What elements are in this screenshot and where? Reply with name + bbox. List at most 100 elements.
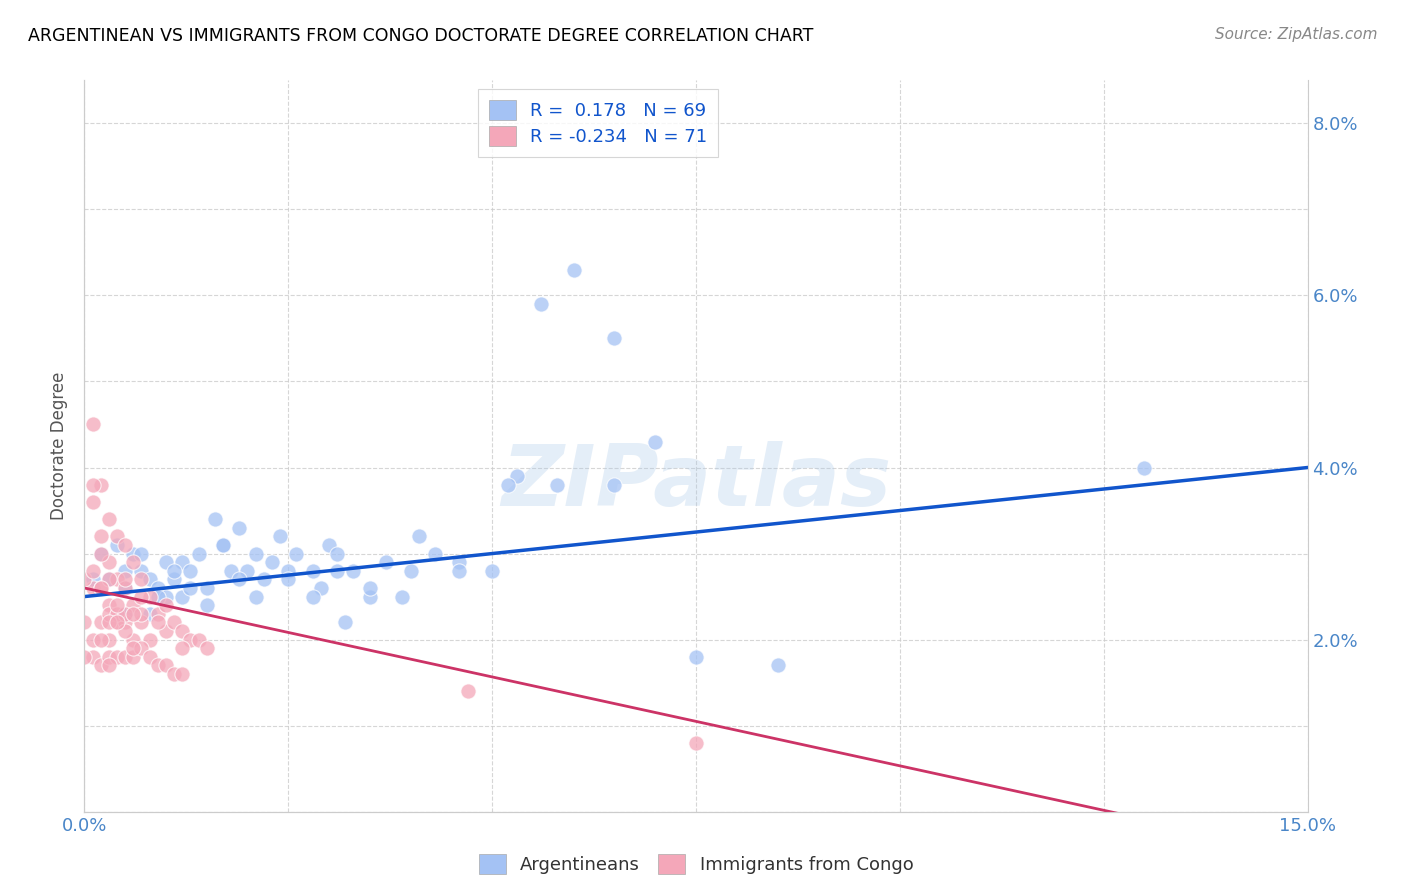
Point — [172, 667, 194, 681]
Point — [97, 573, 120, 587]
Point — [82, 477, 104, 491]
Point — [97, 512, 120, 526]
Point — [114, 564, 136, 578]
Point — [172, 590, 194, 604]
Point — [122, 598, 145, 612]
Point — [73, 649, 96, 664]
Point — [449, 564, 471, 578]
Point — [138, 590, 160, 604]
Point — [122, 555, 145, 569]
Point — [172, 624, 194, 638]
Point — [326, 564, 349, 578]
Point — [245, 590, 267, 604]
Point — [163, 615, 186, 630]
Point — [146, 607, 169, 621]
Point — [97, 555, 120, 569]
Point — [342, 564, 364, 578]
Point — [114, 607, 136, 621]
Point — [131, 564, 153, 578]
Point — [359, 590, 381, 604]
Point — [90, 547, 112, 561]
Point — [122, 607, 145, 621]
Point — [105, 598, 128, 612]
Point — [122, 632, 145, 647]
Point — [82, 632, 104, 647]
Point — [114, 615, 136, 630]
Point — [122, 547, 145, 561]
Point — [73, 573, 96, 587]
Point — [562, 262, 585, 277]
Point — [90, 581, 112, 595]
Point — [505, 469, 527, 483]
Point — [97, 607, 120, 621]
Point — [97, 615, 120, 630]
Point — [318, 538, 340, 552]
Point — [155, 624, 177, 638]
Point — [301, 590, 323, 604]
Point — [685, 736, 707, 750]
Point — [195, 641, 218, 656]
Point — [172, 641, 194, 656]
Point — [114, 581, 136, 595]
Legend: Argentineans, Immigrants from Congo: Argentineans, Immigrants from Congo — [470, 846, 922, 883]
Point — [530, 297, 553, 311]
Point — [163, 564, 186, 578]
Point — [82, 649, 104, 664]
Point — [204, 512, 226, 526]
Point — [326, 547, 349, 561]
Point — [97, 649, 120, 664]
Point — [269, 529, 291, 543]
Point — [163, 573, 186, 587]
Text: ARGENTINEAN VS IMMIGRANTS FROM CONGO DOCTORATE DEGREE CORRELATION CHART: ARGENTINEAN VS IMMIGRANTS FROM CONGO DOC… — [28, 27, 814, 45]
Point — [138, 573, 160, 587]
Point — [236, 564, 259, 578]
Point — [481, 564, 503, 578]
Point — [138, 649, 160, 664]
Point — [97, 632, 120, 647]
Point — [90, 615, 112, 630]
Point — [457, 684, 479, 698]
Point — [146, 615, 169, 630]
Point — [1133, 460, 1156, 475]
Point — [73, 615, 96, 630]
Point — [277, 564, 299, 578]
Point — [172, 555, 194, 569]
Point — [114, 581, 136, 595]
Point — [179, 632, 201, 647]
Point — [187, 547, 209, 561]
Point — [82, 581, 104, 595]
Point — [644, 434, 666, 449]
Point — [260, 555, 283, 569]
Point — [408, 529, 430, 543]
Point — [766, 658, 789, 673]
Point — [122, 641, 145, 656]
Point — [114, 538, 136, 552]
Point — [146, 658, 169, 673]
Point — [603, 477, 626, 491]
Point — [391, 590, 413, 604]
Point — [82, 573, 104, 587]
Point — [219, 564, 242, 578]
Point — [114, 649, 136, 664]
Point — [301, 564, 323, 578]
Point — [105, 649, 128, 664]
Point — [155, 658, 177, 673]
Point — [105, 529, 128, 543]
Point — [131, 573, 153, 587]
Text: Source: ZipAtlas.com: Source: ZipAtlas.com — [1215, 27, 1378, 42]
Point — [90, 529, 112, 543]
Text: ZIPatlas: ZIPatlas — [501, 441, 891, 524]
Point — [685, 649, 707, 664]
Point — [114, 607, 136, 621]
Point — [146, 590, 169, 604]
Point — [105, 615, 128, 630]
Point — [138, 607, 160, 621]
Point — [90, 477, 112, 491]
Point — [253, 573, 276, 587]
Point — [90, 581, 112, 595]
Point — [498, 477, 520, 491]
Point — [155, 598, 177, 612]
Point — [285, 547, 308, 561]
Point — [449, 555, 471, 569]
Point — [603, 331, 626, 345]
